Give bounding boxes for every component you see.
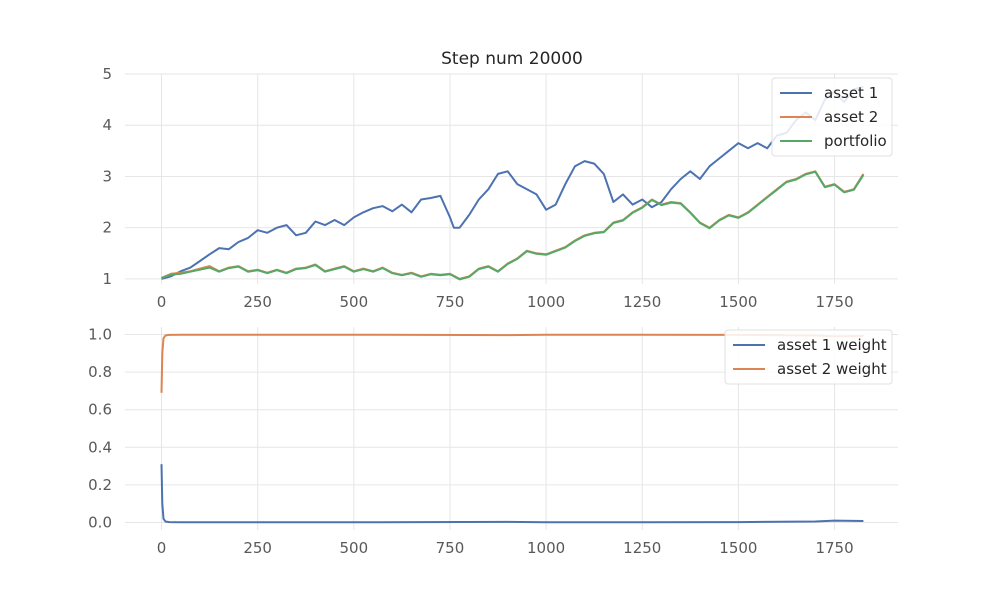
legend-box xyxy=(724,329,893,385)
x-tick-label: 1000 xyxy=(527,539,565,557)
y-tick-label: 1 xyxy=(102,270,112,288)
x-tick-label: 250 xyxy=(243,539,272,557)
series-line-asset-2 xyxy=(161,170,865,280)
x-tick-label: 1250 xyxy=(623,539,661,557)
x-tick-label: 500 xyxy=(340,539,369,557)
legend-box xyxy=(771,77,893,157)
y-tick-label: 1.0 xyxy=(88,326,112,344)
y-tick-label: 5 xyxy=(102,65,112,83)
y-tick-label: 4 xyxy=(102,116,112,134)
y-tick-label: 0.4 xyxy=(88,438,112,456)
x-tick-label: 750 xyxy=(436,293,465,311)
x-tick-label: 0 xyxy=(157,293,167,311)
x-tick-label: 500 xyxy=(340,293,369,311)
x-tick-label: 750 xyxy=(436,539,465,557)
series-line-asset-1 xyxy=(161,85,864,280)
y-tick-label: 0.0 xyxy=(88,513,112,531)
y-tick-label: 3 xyxy=(102,167,112,185)
x-tick-label: 1500 xyxy=(719,539,757,557)
x-tick-label: 1750 xyxy=(815,293,853,311)
x-tick-label: 0 xyxy=(157,539,167,557)
legend-entry: asset 1 weight xyxy=(777,336,887,354)
x-tick-label: 250 xyxy=(243,293,272,311)
legend-entry: asset 2 weight xyxy=(777,360,887,378)
price-grid xyxy=(125,73,898,284)
x-tick-label: 1500 xyxy=(719,293,757,311)
chart-title: Step num 20000 xyxy=(441,49,583,69)
price-legend: asset 1 asset 2 portfolio xyxy=(771,77,893,157)
legend-entry: asset 2 xyxy=(824,108,878,126)
x-tick-label: 1750 xyxy=(815,539,853,557)
series-line-portfolio xyxy=(161,170,865,281)
y-tick-label: 0.2 xyxy=(88,476,112,494)
legend-entry: asset 1 xyxy=(824,84,878,102)
series-line-asset-1-weight xyxy=(160,464,864,524)
weights-ticks: 0 250 500 750 1000 1250 1500 1750 0.0 0.2 0.4 0.6 0.… xyxy=(88,326,853,557)
price-ticks: 0 250 500 750 1000 1250 1500 1750 1 2 3 4 5 xyxy=(102,65,853,311)
x-tick-label: 1250 xyxy=(623,293,661,311)
legend-entry: portfolio xyxy=(824,132,887,150)
y-tick-label: 0.8 xyxy=(88,363,112,381)
y-tick-label: 0.6 xyxy=(88,401,112,419)
x-tick-label: 1000 xyxy=(527,293,565,311)
weights-legend: asset 1 weight asset 2 weight xyxy=(724,329,893,385)
price-lines xyxy=(161,85,865,281)
weights-subplot: 0 250 500 750 1000 1250 1500 1750 0.0 0.2 0.4 0.6 0.… xyxy=(88,326,898,557)
y-tick-label: 2 xyxy=(102,219,112,237)
